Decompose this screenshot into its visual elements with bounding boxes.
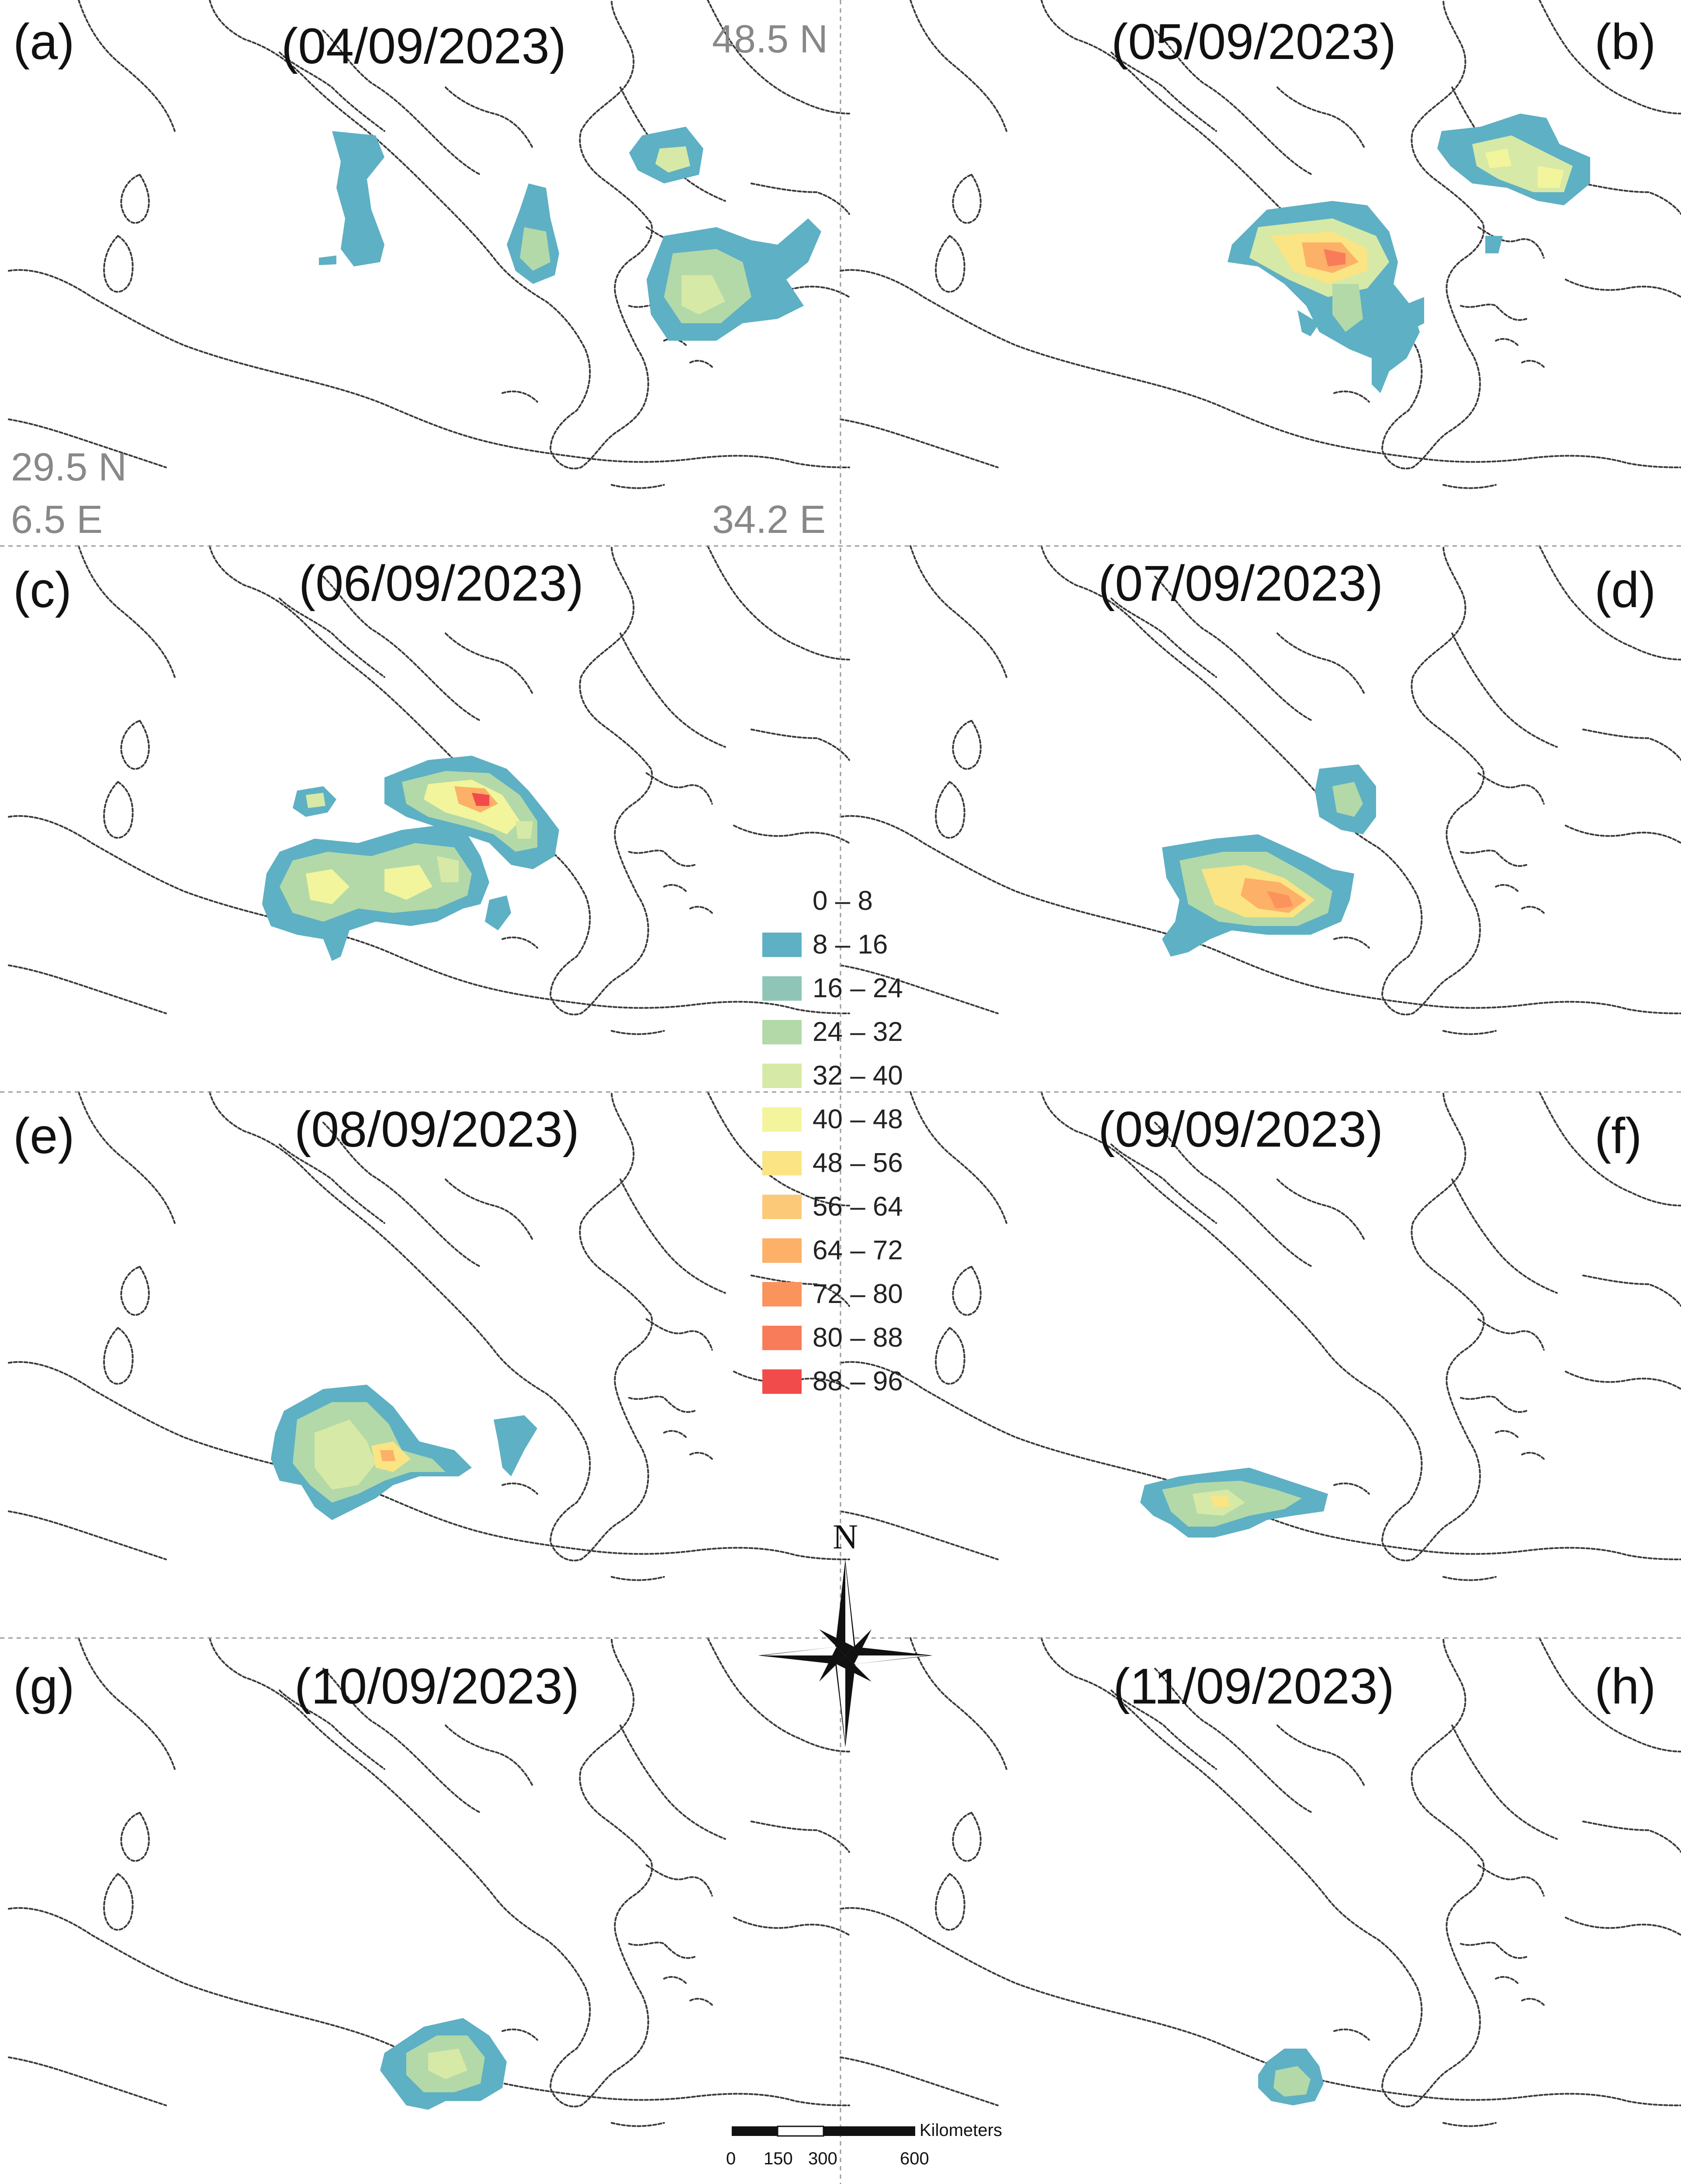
coord-west: 6.5 E — [11, 498, 103, 542]
patch-a1 — [319, 131, 384, 266]
patch-a4 — [647, 218, 821, 341]
legend-label: 80 – 88 — [813, 1323, 903, 1353]
map-panel-e — [8, 1091, 850, 1581]
patch-b2 — [1437, 114, 1590, 253]
panel-date-b: (05/09/2023) — [1111, 14, 1396, 70]
patch-e2 — [494, 1415, 537, 1476]
panel-letter-d: (d) — [1595, 562, 1656, 618]
panel-letter-h: (h) — [1595, 1659, 1656, 1714]
legend-label: 40 – 48 — [813, 1104, 903, 1134]
legend-swatch — [762, 1151, 802, 1175]
patch-g1 — [380, 2018, 507, 2110]
panel-date-g: (10/09/2023) — [294, 1659, 579, 1714]
patch-a3 — [629, 127, 703, 183]
panel-date-d: (07/09/2023) — [1098, 556, 1383, 612]
panel-date-f: (09/09/2023) — [1098, 1102, 1383, 1158]
patch-b1 — [1228, 201, 1424, 393]
corner-coordinates: 48.5 N 29.5 N 6.5 E 34.2 E — [11, 17, 828, 542]
concentration-patches — [262, 114, 1590, 2110]
patch-c1 — [293, 786, 336, 817]
map-panel-d — [840, 545, 1681, 1035]
legend-label: 48 – 56 — [813, 1148, 903, 1178]
compass-rose-icon — [758, 1559, 933, 1747]
legend-swatch — [762, 1064, 802, 1088]
panel-letter-b: (b) — [1595, 14, 1656, 70]
scale-tick-150: 150 — [764, 2149, 793, 2168]
patch-c3 — [262, 826, 511, 961]
panel-letter-e: (e) — [13, 1108, 75, 1164]
legend-swatch — [762, 1238, 802, 1263]
panel-date-h: (11/09/2023) — [1113, 1659, 1394, 1714]
north-arrow: N — [758, 1518, 933, 1747]
coord-east: 34.2 E — [712, 498, 826, 542]
panel-letters: (a) (b) (c) (d) (e) (f) (g) (h) — [13, 14, 1656, 1714]
legend-swatch — [762, 1369, 802, 1394]
legend-swatch — [762, 1282, 802, 1306]
scale-tick-0: 0 — [726, 2149, 736, 2168]
patch-f1 — [1140, 1468, 1328, 1538]
panel-date-e: (08/09/2023) — [294, 1102, 579, 1158]
legend-label: 72 – 80 — [813, 1279, 903, 1309]
coord-south: 29.5 N — [11, 446, 127, 489]
coord-north: 48.5 N — [712, 17, 828, 61]
panel-letter-c: (c) — [13, 562, 72, 618]
legend-label: 32 – 40 — [813, 1061, 903, 1091]
legend-label: 64 – 72 — [813, 1235, 903, 1265]
patch-a2 — [507, 183, 559, 284]
legend-label: 88 – 96 — [813, 1366, 903, 1396]
scale-tick-600: 600 — [900, 2149, 929, 2168]
panel-date-c: (06/09/2023) — [299, 556, 584, 612]
legend-label: 56 – 64 — [813, 1192, 903, 1222]
panel-letter-a: (a) — [13, 14, 75, 70]
legend-label: 24 – 32 — [813, 1017, 903, 1047]
legend-swatch — [762, 1020, 802, 1044]
legend-label: 0 – 8 — [813, 886, 873, 916]
panel-date-a: (04/09/2023) — [281, 18, 566, 74]
patch-c2 — [384, 756, 559, 869]
legend-label: 16 – 24 — [813, 973, 903, 1003]
legend-swatch — [762, 1195, 802, 1219]
legend-swatch — [762, 976, 802, 1001]
scale-bar: Kilometers 0 150 300 600 — [726, 2121, 1002, 2168]
panel-dates: (04/09/2023) (05/09/2023) (06/09/2023) (… — [281, 14, 1396, 1714]
patch-d1 — [1315, 764, 1376, 834]
legend-swatch — [762, 1107, 802, 1132]
patch-e1 — [271, 1385, 472, 1520]
patch-h1 — [1258, 2049, 1324, 2105]
legend-swatch — [762, 889, 802, 913]
scale-tick-300: 300 — [808, 2149, 837, 2168]
north-label: N — [833, 1518, 858, 1556]
legend-label: 8 – 16 — [813, 930, 888, 960]
patch-d2 — [1162, 834, 1354, 957]
legend: 0 – 8 8 – 16 16 – 24 24 – 32 32 – 40 40 – 48 4… — [762, 886, 903, 1396]
panel-letter-f: (f) — [1595, 1108, 1642, 1164]
legend-swatch — [762, 933, 802, 957]
scale-unit: Kilometers — [920, 2121, 1002, 2140]
legend-swatch — [762, 1326, 802, 1350]
panel-letter-g: (g) — [13, 1659, 75, 1714]
